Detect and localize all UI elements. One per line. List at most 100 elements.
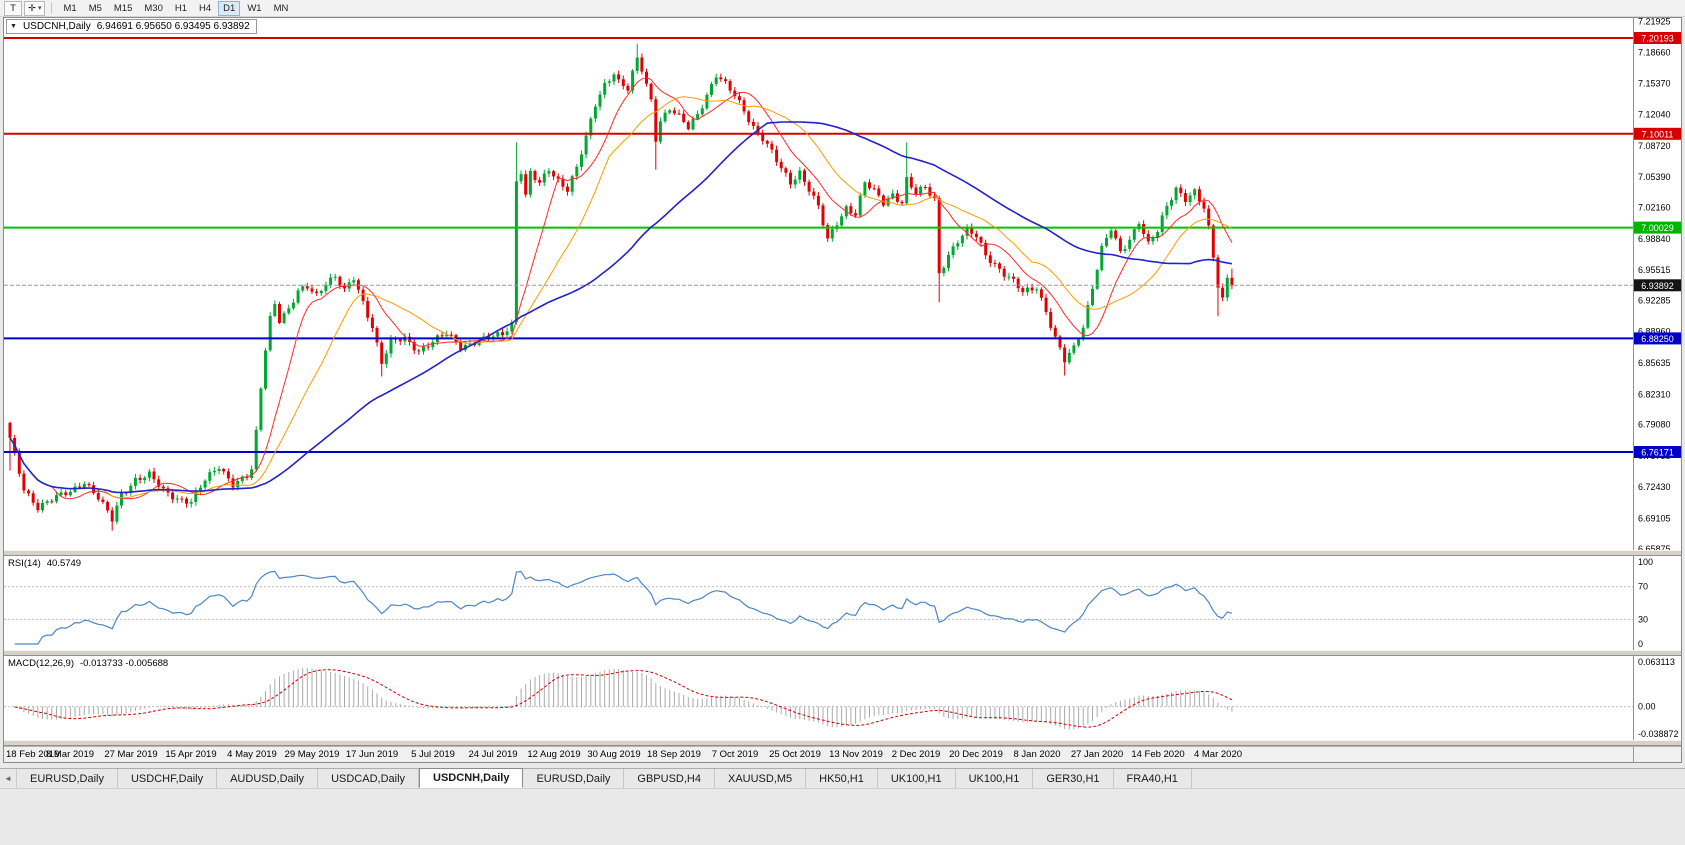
macd-histogram	[14, 668, 1233, 730]
axis-divider	[1633, 747, 1634, 763]
date-axis-label: 24 Jul 2019	[468, 749, 518, 760]
macd-axis-label: 0.063113	[1638, 657, 1675, 667]
crosshair-tool-button[interactable]: ✛ ▾	[24, 0, 46, 16]
chart-tab-ger30-h1[interactable]: GER30,H1	[1033, 769, 1114, 788]
price-axis-label: 7.18660	[1638, 47, 1671, 57]
date-axis-label: 29 May 2019	[284, 749, 340, 760]
price-axis-label: 6.69105	[1638, 513, 1671, 523]
timeframe-button-m5[interactable]: M5	[84, 1, 107, 16]
price-axis-label: 6.88960	[1638, 327, 1671, 337]
timeframe-button-d1[interactable]: D1	[218, 0, 241, 16]
date-axis-label: 27 Jan 2020	[1070, 749, 1124, 760]
price-axis-label: 7.05390	[1638, 172, 1671, 182]
date-axis-label: 8 Jan 2020	[1013, 749, 1061, 760]
svg-text:6.76171: 6.76171	[1641, 448, 1674, 458]
chart-tab-hk50-h1[interactable]: HK50,H1	[806, 769, 878, 788]
date-axis-label: 5 Jul 2019	[411, 749, 455, 760]
macd-indicator-chart[interactable]: 0.063113 0.00 -0.038872	[4, 656, 1681, 740]
timeframe-button-h1[interactable]: H1	[170, 1, 192, 16]
chart-tab-usdchf-daily[interactable]: USDCHF,Daily	[118, 769, 218, 788]
svg-text:7.20193: 7.20193	[1641, 34, 1674, 44]
chart-title-overlay: ▼ USDCNH,Daily 6.94691 6.95650 6.93495 6…	[6, 19, 257, 34]
price-axis-label: 6.85635	[1638, 358, 1671, 368]
timeframe-button-w1[interactable]: W1	[242, 1, 266, 16]
macd-current-values: -0.013733 -0.005688	[80, 658, 169, 669]
date-axis-label: 18 Feb 2019	[6, 749, 60, 760]
chart-tab-xauusd-m5[interactable]: XAUUSD,M5	[715, 769, 807, 788]
chart-tab-gbpusd-h4[interactable]: GBPUSD,H4	[624, 769, 715, 788]
price-axis-label: 6.65875	[1638, 544, 1671, 550]
chart-tab-usdcnh-daily[interactable]: USDCNH,Daily	[419, 768, 524, 788]
macd-name: MACD(12,26,9)	[8, 658, 74, 669]
date-axis-label: 27 Mar 2019	[104, 749, 158, 760]
date-axis-label: 4 Mar 2020	[1193, 749, 1243, 760]
chart-tab-fra40-h1[interactable]: FRA40,H1	[1114, 769, 1192, 788]
timeframe-button-m1[interactable]: M1	[58, 1, 81, 16]
rsi-axis-label: 0	[1638, 639, 1643, 649]
main-price-chart[interactable]: 7.21925 7.18660 7.15370 7.12040 7.08720 7.053…	[4, 18, 1681, 550]
text-tool-label: T	[10, 2, 16, 14]
price-axis-label: 6.95515	[1638, 265, 1671, 275]
chart-tab-bar: ◄ EURUSD,Daily USDCHF,Daily AUDUSD,Daily US…	[0, 768, 1685, 789]
date-axis-label: 30 Aug 2019	[587, 749, 641, 760]
price-tag: 6.93892	[1634, 279, 1681, 292]
timeframe-button-m15[interactable]: M15	[109, 1, 137, 16]
chart-tab-uk100-h1[interactable]: UK100,H1	[956, 769, 1034, 788]
rsi-indicator-label: RSI(14) 40.5749	[8, 558, 81, 569]
rsi-indicator-chart[interactable]: 100 70 30 0	[4, 556, 1681, 650]
toolbar: T ✛ ▾ M1 M5 M15 M30 H1 H4 D1 W1 MN	[0, 0, 1685, 17]
chart-tab-eurusd-daily[interactable]: EURUSD,Daily	[523, 769, 625, 788]
date-axis-label: 14 Feb 2020	[1131, 749, 1185, 760]
price-axis-label: 6.92285	[1638, 295, 1671, 305]
timeframe-button-mn[interactable]: MN	[269, 1, 294, 16]
timeframe-button-m30[interactable]: M30	[139, 1, 167, 16]
price-tag: 7.10011	[1634, 127, 1681, 140]
price-axis-label: 6.72430	[1638, 482, 1671, 492]
date-axis-label: 18 Sep 2019	[647, 749, 701, 760]
sma-mid-line	[9, 96, 1233, 499]
svg-text:6.93892: 6.93892	[1641, 281, 1674, 291]
macd-axis-label: 0.00	[1638, 702, 1656, 712]
date-axis-label: 4 May 2019	[227, 749, 277, 760]
price-tag: 7.20193	[1634, 32, 1681, 44]
price-tag: 6.88250	[1634, 332, 1681, 345]
rsi-current-value: 40.5749	[46, 558, 82, 569]
rsi-axis-label: 30	[1638, 614, 1648, 624]
tab-scroll-left-icon[interactable]: ◄	[0, 769, 17, 788]
price-axis-label: 6.82310	[1638, 389, 1671, 399]
horizontal-level-lines[interactable]	[4, 37, 1633, 453]
rsi-axis-label: 70	[1638, 582, 1648, 592]
date-axis-label: 13 Nov 2019	[829, 749, 883, 760]
rsi-name: RSI(14)	[8, 558, 41, 569]
crosshair-icon: ✛	[28, 2, 36, 14]
panel-separator[interactable]	[4, 550, 1681, 556]
sma-slow-line	[9, 121, 1233, 494]
date-axis[interactable]: 18 Feb 2019 8 Mar 2019 27 Mar 2019 15 Apr 2…	[4, 746, 1681, 763]
macd-axis-label: -0.038872	[1638, 729, 1679, 739]
timeframe-button-h4[interactable]: H4	[194, 1, 216, 16]
date-axis-label: 15 Apr 2019	[165, 749, 217, 760]
chart-tab-eurusd-daily[interactable]: EURUSD,Daily	[17, 769, 118, 788]
timeframe-button-group: M1 M5 M15 M30 H1 H4 D1 W1 MN	[57, 0, 294, 16]
price-axis-labels: 7.21925 7.18660 7.15370 7.12040 7.08720 7.053…	[1638, 18, 1671, 550]
svg-text:7.00029: 7.00029	[1641, 223, 1674, 233]
price-axis-label: 6.79080	[1638, 420, 1671, 430]
chart-tab-usdcad-daily[interactable]: USDCAD,Daily	[318, 769, 420, 788]
chart-context-arrow-icon[interactable]: ▼	[10, 23, 17, 30]
text-tool-button[interactable]: T	[4, 0, 22, 16]
toolbar-separator	[51, 2, 53, 14]
panel-separator[interactable]	[4, 650, 1681, 656]
date-axis-label: 12 Aug 2019	[527, 749, 581, 760]
date-axis-label: 8 Mar 2019	[45, 749, 95, 760]
chart-tab-uk100-h1[interactable]: UK100,H1	[878, 769, 956, 788]
chart-window[interactable]: ▼ USDCNH,Daily 6.94691 6.95650 6.93495 6…	[3, 17, 1682, 763]
macd-signal-line	[14, 669, 1233, 728]
price-tag: 6.76171	[1634, 446, 1681, 458]
date-axis-label: 2 Dec 2019	[891, 749, 941, 760]
sma-fast-line	[9, 77, 1233, 500]
chart-tab-audusd-daily[interactable]: AUDUSD,Daily	[217, 769, 319, 788]
date-axis-label: 17 Jun 2019	[345, 749, 399, 760]
rsi-axis-label: 100	[1638, 557, 1653, 567]
price-tag: 7.00029	[1634, 221, 1681, 234]
